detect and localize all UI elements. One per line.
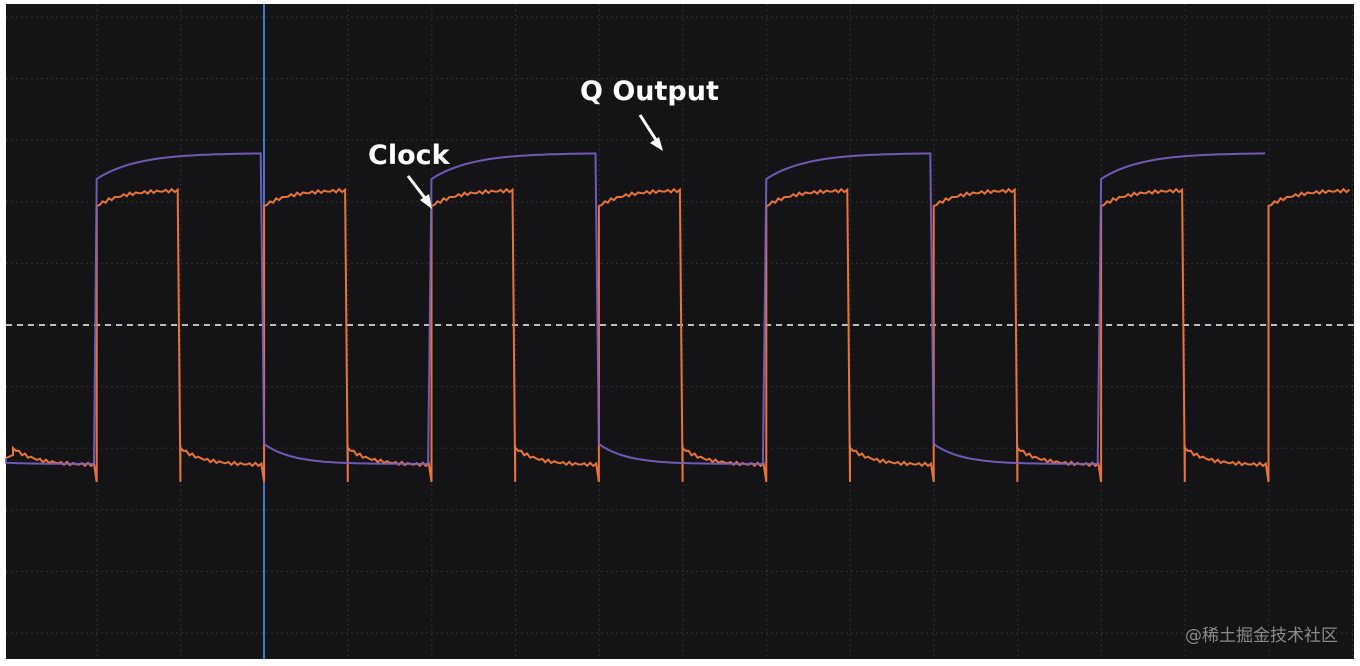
q-output-trace	[5, 152, 1266, 465]
watermark: @稀土掘金技术社区	[1185, 626, 1338, 646]
clock-trace	[5, 187, 1351, 483]
q-arrow	[638, 114, 660, 144]
q-output-label: Q Output	[580, 76, 719, 107]
grid	[6, 4, 1354, 659]
traces	[5, 152, 1351, 483]
screen-background	[6, 4, 1354, 659]
clock-arrow-head	[420, 194, 432, 209]
clock-label: Clock	[368, 140, 451, 171]
q-arrow-head	[650, 137, 663, 151]
